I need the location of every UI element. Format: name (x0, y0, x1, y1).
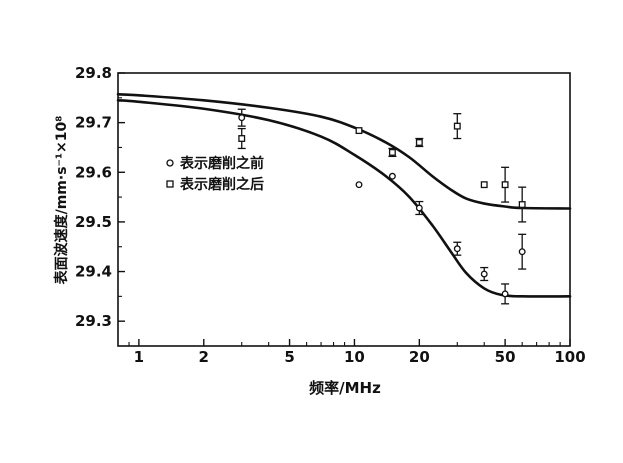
legend-entry-label: 表示磨削之后 (179, 176, 264, 193)
y-axis-label: 表面波速度/mm·s⁻¹×10⁸ (53, 116, 70, 286)
legend-square-marker (166, 180, 174, 188)
x-tick-label: 1 (134, 348, 144, 366)
circle-marker (501, 290, 509, 298)
before-grinding-curve (116, 99, 572, 298)
square-marker (501, 181, 509, 189)
x-tick-label: 10 (344, 348, 365, 366)
circle-marker (355, 181, 363, 189)
plot-frame (117, 72, 571, 347)
square-marker (453, 122, 461, 130)
after-grinding-curve (116, 93, 572, 210)
square-marker (355, 127, 363, 135)
y-tick-label: 29.5 (75, 213, 112, 231)
tick-labels: 1 2 5 10 20 50 100 29.3 29.4 29.5 29.6 29.7 29.8 (75, 64, 586, 366)
circle-marker (518, 248, 526, 256)
legend-entry-label: 表示磨削之前 (179, 155, 264, 172)
y-tick-label: 29.7 (75, 114, 112, 132)
square-marker (238, 135, 246, 142)
square-marker (480, 181, 488, 189)
x-tick-label: 50 (495, 348, 516, 366)
circle-marker (238, 114, 246, 122)
x-tick-label: 5 (284, 348, 294, 366)
square-marker (518, 201, 526, 208)
y-tick-label: 29.8 (75, 64, 112, 82)
circle-marker (480, 270, 488, 278)
x-tick-label: 2 (199, 348, 209, 366)
x-tick-label: 100 (554, 348, 585, 366)
square-marker (388, 148, 396, 156)
axes-layer (117, 72, 571, 347)
data-points (237, 108, 527, 305)
y-tick-label: 29.3 (75, 312, 112, 330)
fit-curves (116, 93, 572, 298)
y-tick-label: 29.6 (75, 163, 112, 181)
legend-circle-marker (166, 159, 174, 167)
square-marker (415, 139, 423, 146)
y-tick-label: 29.4 (75, 263, 112, 281)
circle-marker (453, 245, 461, 253)
circle-marker (415, 204, 423, 212)
x-axis-label: 频率/MHz (309, 379, 381, 397)
x-tick-label: 20 (409, 348, 430, 366)
circle-marker (388, 172, 396, 180)
